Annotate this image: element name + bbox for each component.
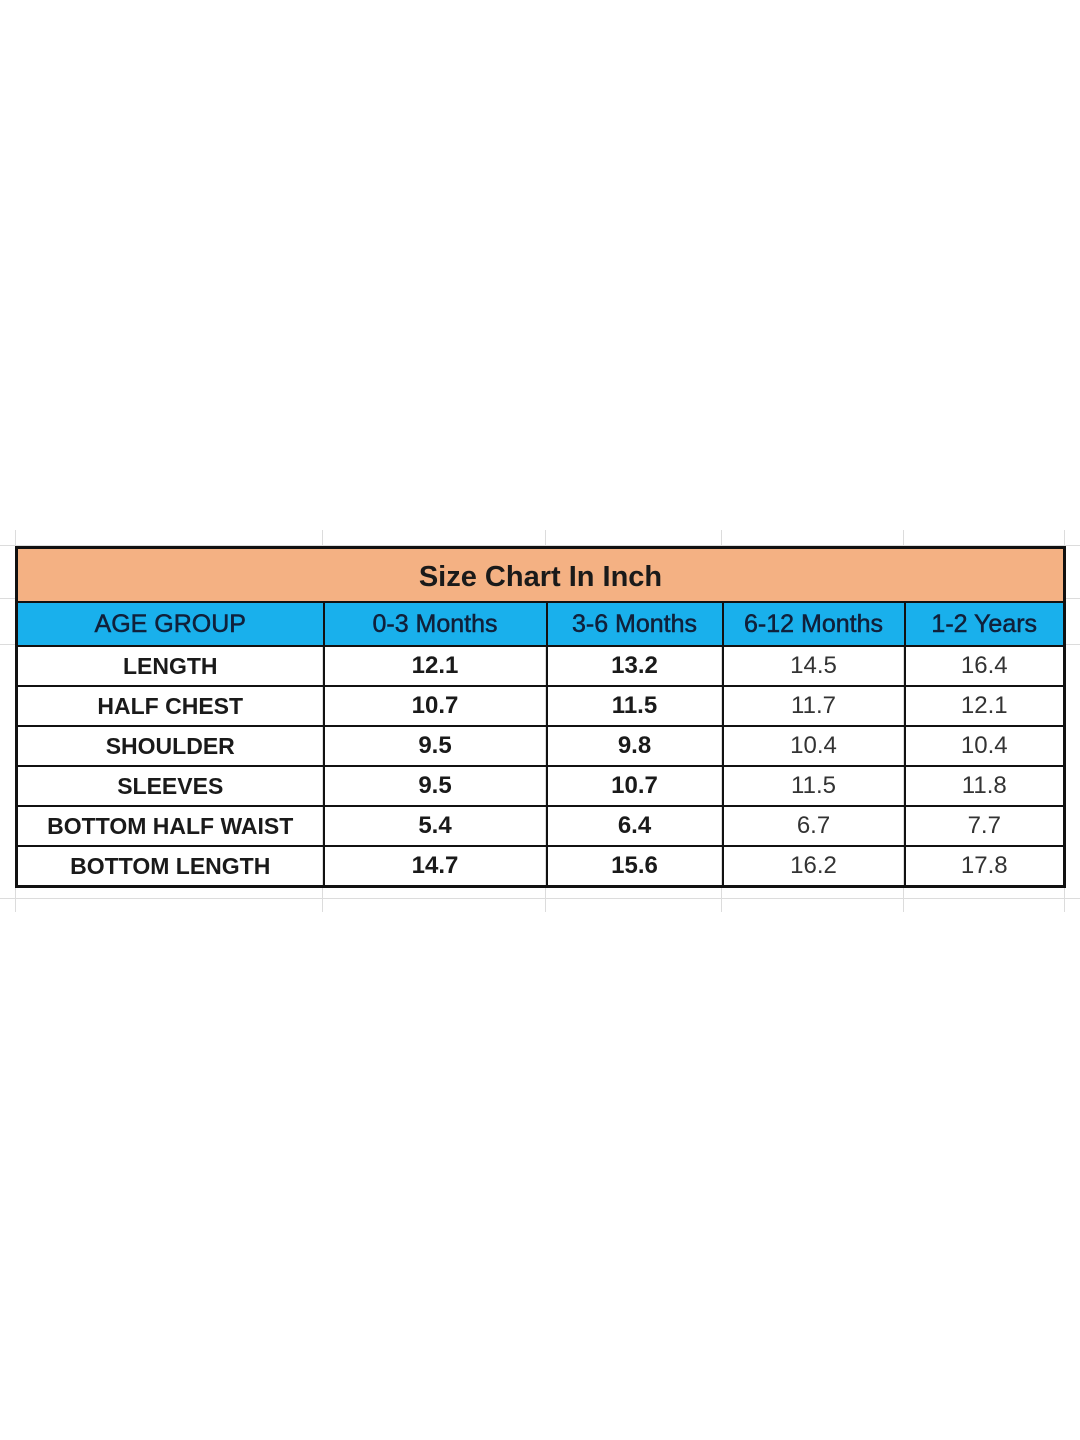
value-cell: 9.5 bbox=[322, 765, 548, 807]
value-cell: 10.4 bbox=[721, 725, 906, 767]
header-row: AGE GROUP 0-3 Months 3-6 Months 6-12 Mon… bbox=[15, 601, 1066, 647]
value-cell: 17.8 bbox=[903, 845, 1066, 888]
value-cell: 10.7 bbox=[545, 765, 724, 807]
value-cell: 14.7 bbox=[322, 845, 548, 888]
value-cell: 14.5 bbox=[721, 645, 906, 687]
value-cell: 6.4 bbox=[545, 805, 724, 847]
value-cell: 16.2 bbox=[721, 845, 906, 888]
table-row: LENGTH 12.1 13.2 14.5 16.4 bbox=[15, 645, 1066, 687]
row-label: SHOULDER bbox=[15, 725, 325, 767]
value-cell: 11.5 bbox=[545, 685, 724, 727]
value-cell: 5.4 bbox=[322, 805, 548, 847]
value-cell: 11.5 bbox=[721, 765, 906, 807]
size-chart-table: Size Chart In Inch AGE GROUP 0-3 Months … bbox=[15, 546, 1066, 888]
table-row: BOTTOM LENGTH 14.7 15.6 16.2 17.8 bbox=[15, 845, 1066, 888]
value-cell: 10.7 bbox=[322, 685, 548, 727]
sheet-gridline bbox=[0, 898, 1080, 899]
chart-title: Size Chart In Inch bbox=[15, 546, 1066, 603]
sheet-gridline bbox=[0, 545, 1080, 546]
value-cell: 12.1 bbox=[322, 645, 548, 687]
value-cell: 12.1 bbox=[903, 685, 1066, 727]
value-cell: 11.8 bbox=[903, 765, 1066, 807]
value-cell: 9.8 bbox=[545, 725, 724, 767]
value-cell: 13.2 bbox=[545, 645, 724, 687]
title-row: Size Chart In Inch bbox=[15, 546, 1066, 603]
row-label: LENGTH bbox=[15, 645, 325, 687]
header-3-6-months: 3-6 Months bbox=[545, 601, 724, 647]
value-cell: 9.5 bbox=[322, 725, 548, 767]
value-cell: 7.7 bbox=[903, 805, 1066, 847]
row-label: HALF CHEST bbox=[15, 685, 325, 727]
value-cell: 6.7 bbox=[721, 805, 906, 847]
header-age-group: AGE GROUP bbox=[15, 601, 325, 647]
table-row: HALF CHEST 10.7 11.5 11.7 12.1 bbox=[15, 685, 1066, 727]
table-row: BOTTOM HALF WAIST 5.4 6.4 6.7 7.7 bbox=[15, 805, 1066, 847]
row-label: SLEEVES bbox=[15, 765, 325, 807]
value-cell: 16.4 bbox=[903, 645, 1066, 687]
row-label: BOTTOM LENGTH bbox=[15, 845, 325, 888]
table-row: SLEEVES 9.5 10.7 11.5 11.8 bbox=[15, 765, 1066, 807]
header-0-3-months: 0-3 Months bbox=[322, 601, 548, 647]
header-6-12-months: 6-12 Months bbox=[721, 601, 906, 647]
row-label: BOTTOM HALF WAIST bbox=[15, 805, 325, 847]
table-row: SHOULDER 9.5 9.8 10.4 10.4 bbox=[15, 725, 1066, 767]
value-cell: 10.4 bbox=[903, 725, 1066, 767]
value-cell: 11.7 bbox=[721, 685, 906, 727]
header-1-2-years: 1-2 Years bbox=[903, 601, 1066, 647]
value-cell: 15.6 bbox=[545, 845, 724, 888]
